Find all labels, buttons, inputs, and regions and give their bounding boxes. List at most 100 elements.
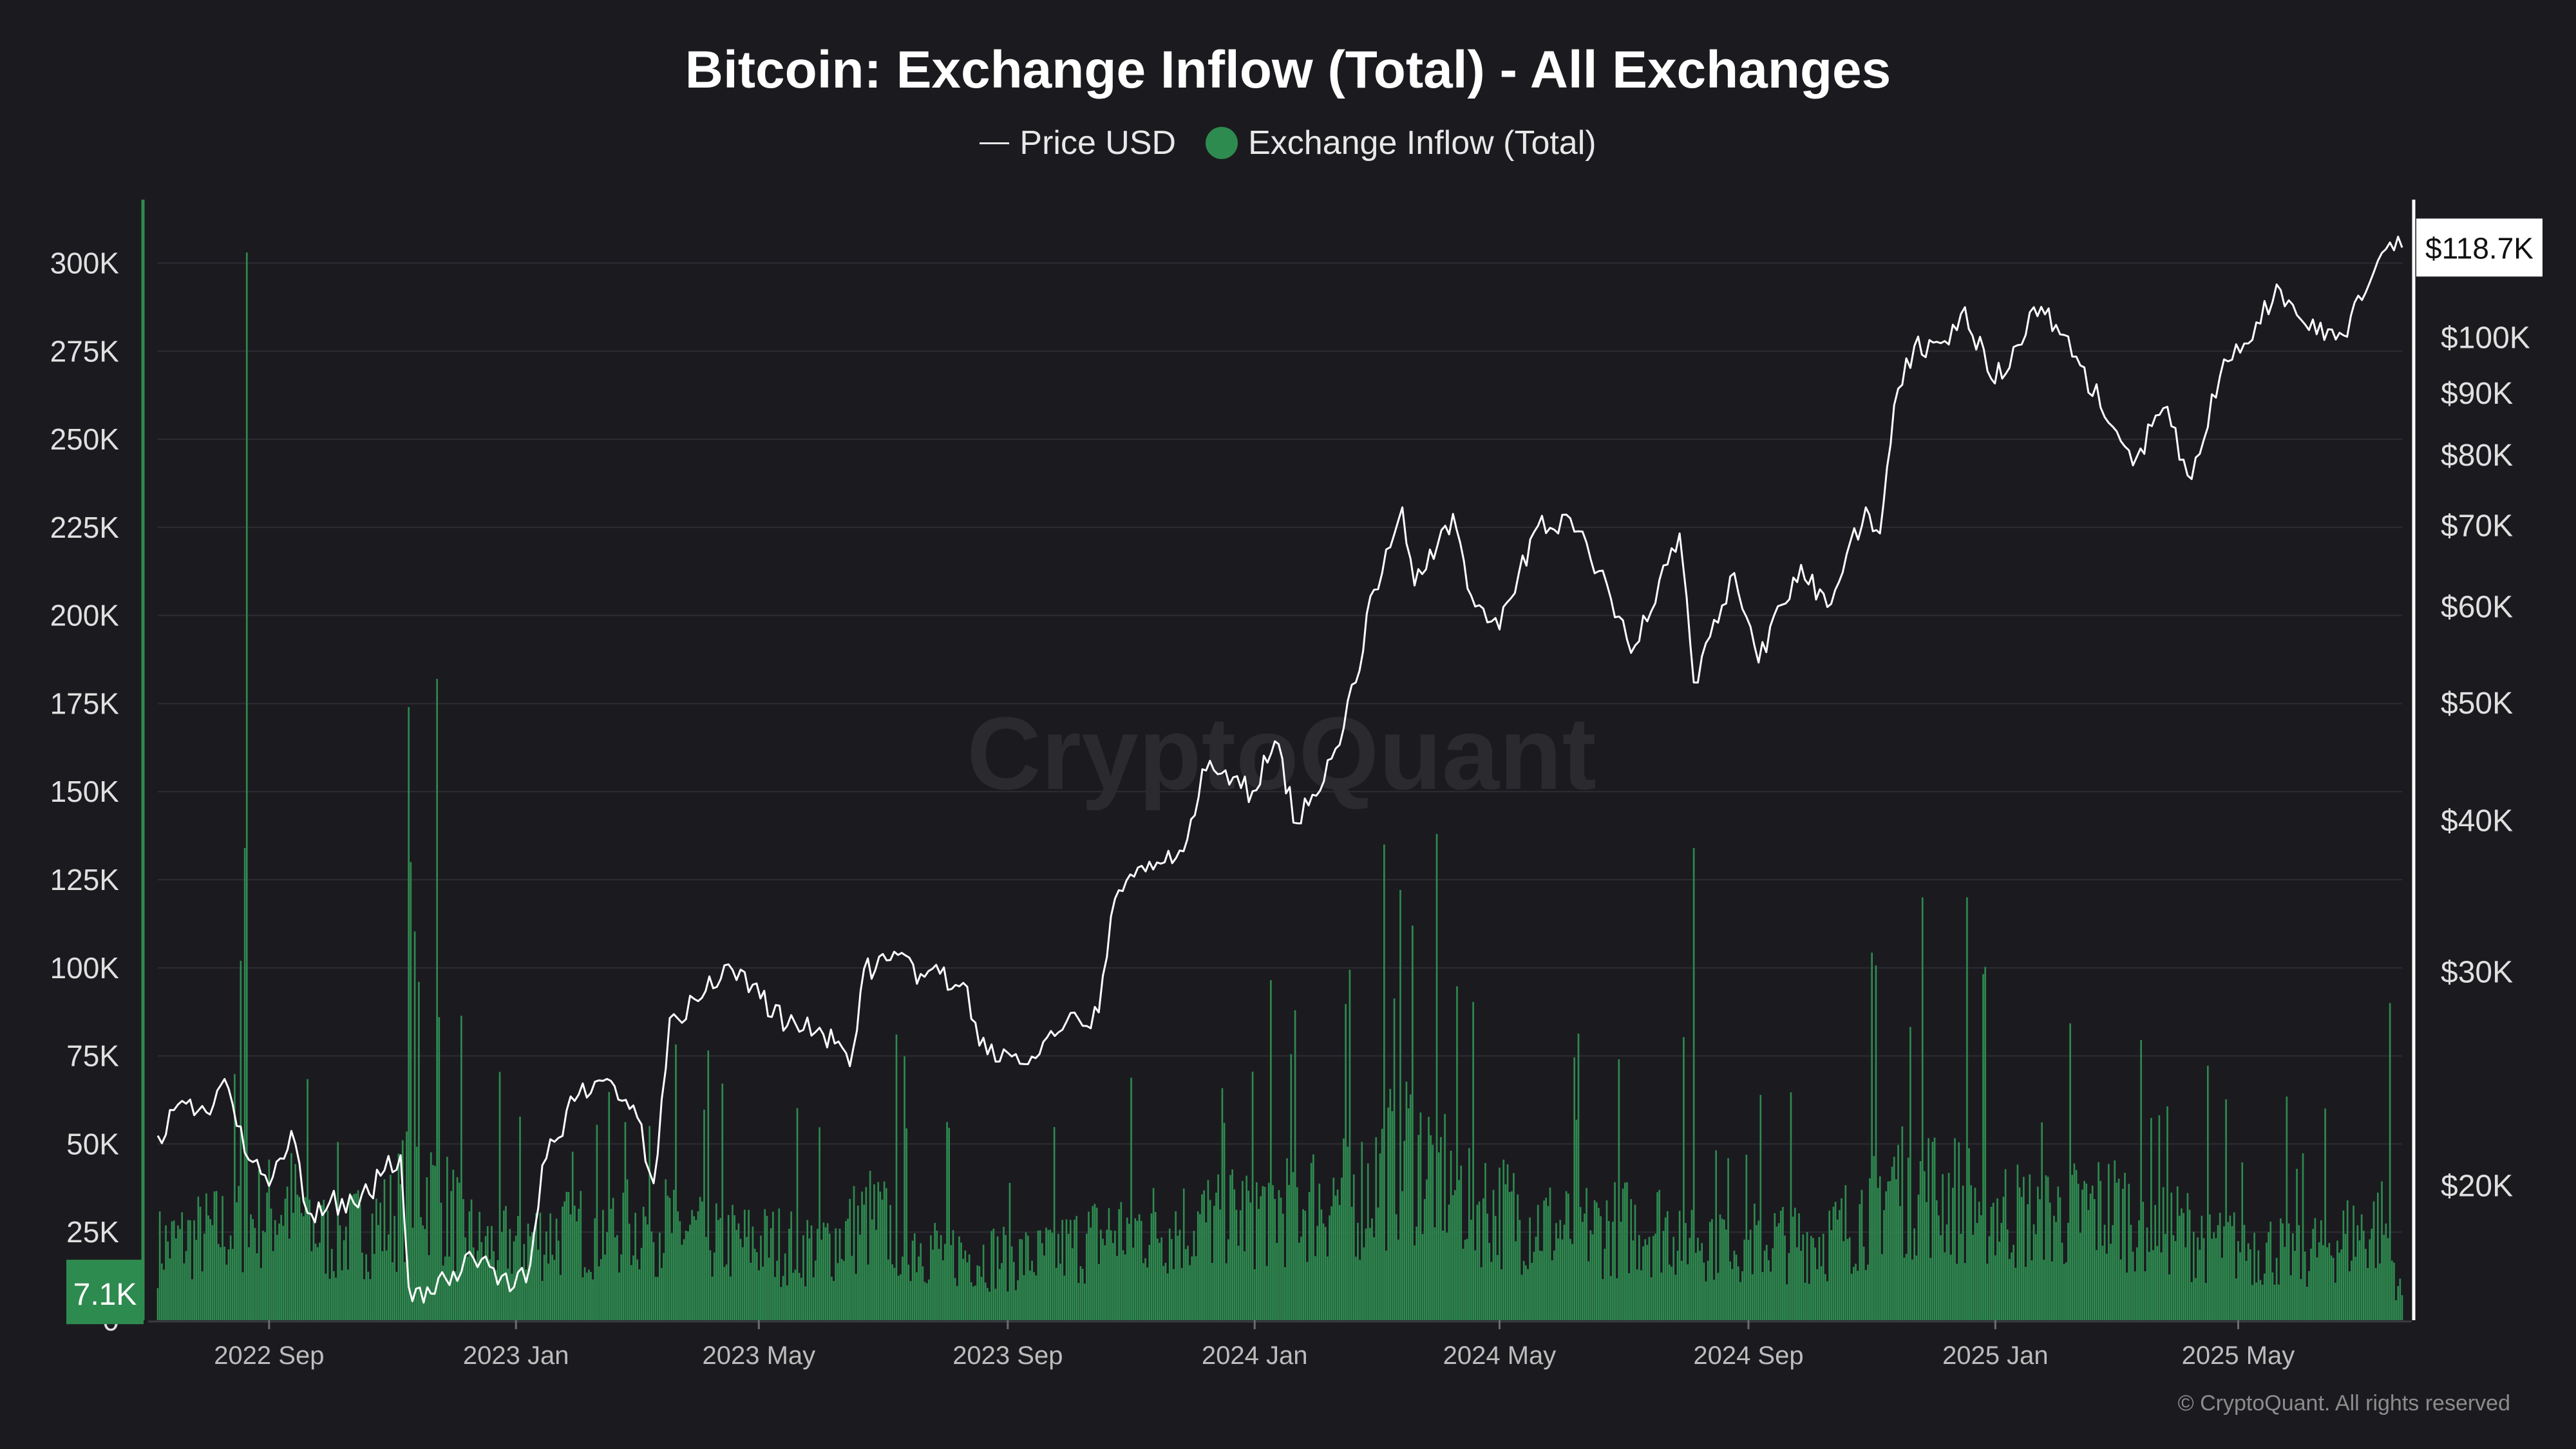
legend-item-inflow[interactable]: Exchange Inflow (Total) [1206,124,1596,162]
inflow-bar [513,1241,515,1320]
inflow-bar [978,1266,981,1320]
inflow-bar [185,1251,187,1320]
inflow-bar [837,1263,839,1320]
inflow-bar [1067,1233,1070,1320]
inflow-bar [735,1229,738,1320]
y-tick-label-left: 200K [50,599,120,632]
inflow-bar [2043,1260,2045,1320]
inflow-bar [1729,1261,1732,1320]
inflow-bar [1256,1182,1258,1320]
inflow-bar [713,1252,715,1320]
inflow-bar [1796,1247,1798,1320]
inflow-bar [1697,1238,1699,1320]
inflow-bar [798,1273,800,1320]
inflow-bar [2286,1096,2288,1320]
x-tick-label: 2023 May [702,1341,815,1370]
inflow-bar [1464,1239,1466,1320]
inflow-bar [849,1198,851,1320]
inflow-bar [371,1213,374,1320]
inflow-bar [1612,1222,1614,1320]
inflow-bar [418,981,420,1320]
inflow-bar [1077,1283,1080,1320]
inflow-bar [1343,1138,1345,1320]
inflow-bar [826,1223,829,1320]
inflow-bar [1871,952,1873,1320]
inflow-bar [2346,1200,2349,1320]
inflow-bar [647,1224,649,1320]
inflow-bar [1075,1216,1078,1320]
inflow-bar [1251,1072,1254,1320]
inflow-bar [2011,1252,2012,1320]
inflow-bar [851,1256,853,1320]
inflow-bar [2304,1251,2306,1320]
inflow-bar [1440,1137,1442,1320]
inflow-bar [375,1198,377,1320]
inflow-bar [2197,1237,2199,1320]
inflow-bar [1535,1236,1537,1320]
inflow-bar [1524,1265,1527,1320]
inflow-bar [408,706,410,1320]
inflow-bar [2047,1177,2049,1320]
inflow-bar [288,1238,290,1320]
inflow-bar [1565,1191,1567,1320]
inflow-bar [2338,1253,2340,1320]
inflow-bar [1387,1107,1389,1320]
legend-item-price[interactable]: Price USD [980,124,1176,162]
inflow-bar [1057,1233,1059,1320]
inflow-bar [171,1221,173,1320]
inflow-bar [507,1268,509,1320]
inflow-bar [1090,1227,1092,1320]
inflow-bar [195,1240,198,1320]
inflow-bar [392,1262,393,1320]
inflow-bar [1998,1241,2000,1320]
inflow-bar [2354,1256,2357,1320]
inflow-bar [468,1211,471,1320]
inflow-bar [1417,1135,1420,1320]
inflow-bar [2184,1247,2187,1320]
inflow-bar [1379,1153,1381,1320]
inflow-bar [406,1131,408,1320]
inflow-bar [618,1272,620,1320]
inflow-bar [1397,1239,1399,1320]
inflow-bar [1336,1189,1339,1320]
inflow-bar [1897,1144,1899,1320]
inflow-bar [847,1218,849,1320]
inflow-bar [2034,1234,2037,1320]
inflow-bar [1264,1186,1266,1320]
inflow-bar [592,1279,594,1320]
inflow-bar [1383,844,1385,1320]
inflow-bar [1513,1173,1515,1320]
inflow-bar [1510,1191,1513,1320]
inflow-bar [1039,1230,1041,1320]
price-line [156,236,2403,1304]
inflow-bar [1442,1230,1444,1320]
inflow-bar [1092,1206,1094,1320]
inflow-bar [1680,1260,1683,1320]
inflow-bar [1501,1269,1502,1320]
inflow-bar [1917,1195,1920,1320]
inflow-bar [1701,1243,1703,1320]
inflow-bar [2081,1189,2083,1320]
inflow-bar [535,1213,537,1320]
inflow-bar [1249,1202,1252,1320]
inflow-bar [752,1226,754,1320]
inflow-bar [413,931,416,1320]
inflow-bar [1940,1235,1942,1320]
inflow-bar [562,1206,564,1320]
inflow-bar [2342,1210,2345,1320]
inflow-bar [365,1254,367,1320]
inflow-bar [1664,1217,1667,1320]
inflow-bar [1990,1206,1993,1320]
inflow-bar [270,1208,272,1320]
inflow-bar [2316,1257,2318,1320]
inflow-bar [1986,1264,1989,1320]
inflow-bar [857,1205,859,1320]
inflow-bar [1947,1173,1950,1320]
inflow-bar [632,1255,634,1320]
inflow-bar [1140,1220,1142,1320]
inflow-bar [1322,1223,1325,1320]
inflow-bar [169,1258,171,1320]
inflow-bar [1164,1262,1167,1320]
inflow-bar [1160,1237,1162,1320]
inflow-bar [1741,1271,1743,1320]
